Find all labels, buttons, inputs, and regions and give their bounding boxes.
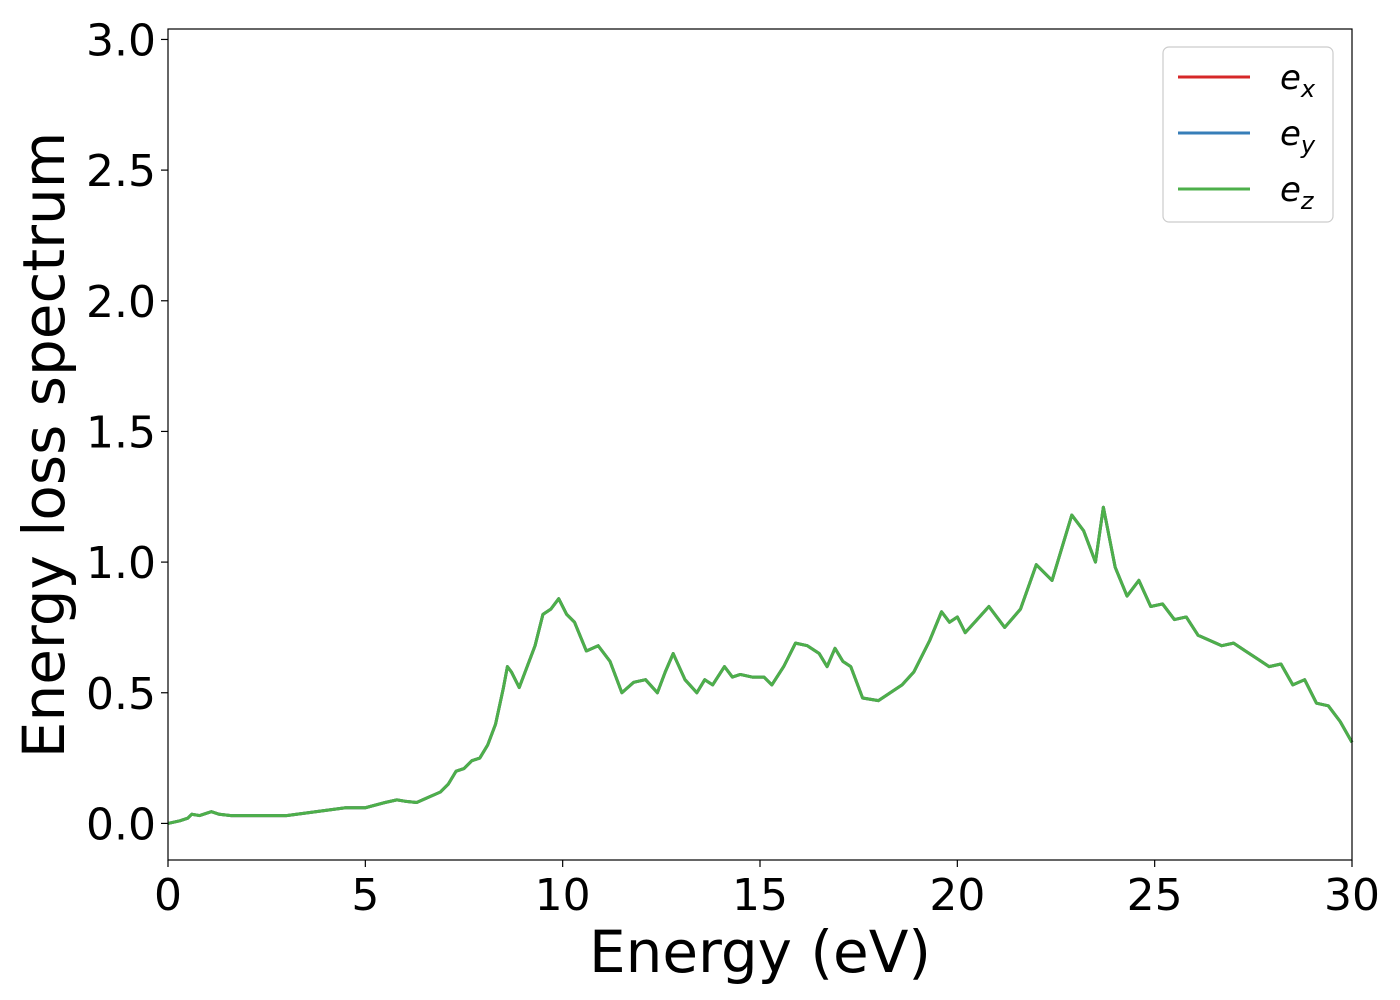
y-tick-label: 1.5 — [86, 407, 156, 458]
y-axis-title: Energy loss spectrum — [10, 132, 78, 758]
x-axis-title: Energy (eV) — [589, 918, 931, 986]
legend-entry-ey: ey — [1178, 114, 1316, 159]
legend-label-sub: x — [1300, 75, 1316, 103]
legend-label-base: e — [1280, 170, 1301, 210]
x-tick-label: 25 — [1127, 870, 1183, 921]
x-tick-label: 15 — [732, 870, 788, 921]
legend-label-base: e — [1280, 114, 1301, 154]
y-tick-label: 0.5 — [86, 669, 156, 720]
y-tick-label: 1.0 — [86, 538, 156, 589]
x-tick-label: 5 — [351, 870, 379, 921]
ticks-layer: 0 5 10 15 20 25 30 0.0 0.5 1.0 1.5 2.0 2.5 3.0 — [86, 15, 1380, 921]
legend-label: ez — [1280, 170, 1315, 215]
legend-entry-ex: ex — [1178, 58, 1316, 103]
x-tick-label: 0 — [154, 870, 182, 921]
series-line-ez — [167, 505, 1354, 825]
legend-label: ex — [1280, 58, 1316, 103]
x-tick-label: 10 — [535, 870, 591, 921]
x-tick-label: 30 — [1324, 870, 1380, 921]
legend-label-sub: z — [1300, 187, 1315, 215]
y-tick-label: 0.0 — [86, 799, 156, 850]
legend-label-base: e — [1280, 58, 1301, 98]
legend-entry-ez: ez — [1178, 170, 1315, 215]
y-tick-label: 2.0 — [86, 277, 156, 328]
series-layer — [167, 505, 1354, 825]
legend-label-sub: y — [1300, 131, 1316, 159]
y-tick-label: 2.5 — [86, 146, 156, 197]
x-tick-label: 20 — [929, 870, 985, 921]
legend-label: ey — [1280, 114, 1316, 159]
y-tick-label: 3.0 — [86, 15, 156, 66]
